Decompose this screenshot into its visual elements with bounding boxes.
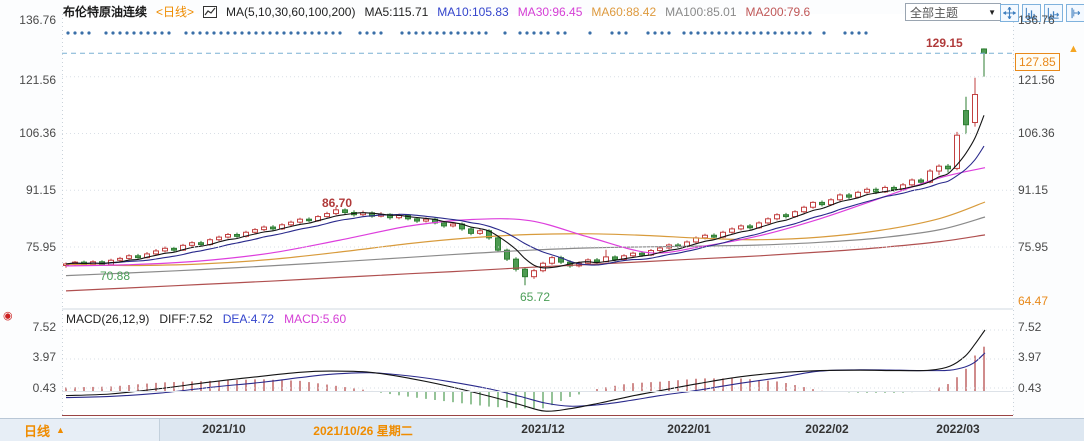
macd-axis-label-left: 7.52 xyxy=(32,320,56,334)
price-axis-label-left: 91.15 xyxy=(25,183,56,197)
ma-legend-item: MA10:105.83 xyxy=(437,4,509,19)
macd-legend: MACD(26,12,9) DIFF:7.52 DEA:4.72 MACD:5.60 xyxy=(66,312,346,326)
price-axis-label-right: 121.56 xyxy=(1018,73,1055,87)
symbol-title: 布伦特原油连续 xyxy=(63,5,148,19)
low-price-label-1: 70.88 xyxy=(100,269,131,283)
macd-legend-item: MACD(26,12,9) xyxy=(66,312,150,326)
ma-legend-item: MA100:85.01 xyxy=(665,4,737,19)
theme-selector-label: 全部主题 xyxy=(910,5,959,20)
ma-legend-item: MA200:79.6 xyxy=(745,4,811,19)
chart-shift-icon[interactable] xyxy=(1066,4,1084,22)
peak-price-label: 86.70 xyxy=(322,196,353,210)
price-axis-label-left: 75.95 xyxy=(25,240,56,254)
indicator-settings-icon[interactable]: ◉ xyxy=(3,310,13,322)
price-alert-triangle-icon: ▲ xyxy=(1068,43,1079,55)
price-axis-label-right: 75.95 xyxy=(1018,240,1049,254)
date-axis-label: 2022/03 xyxy=(936,422,980,436)
date-axis-label: 2022/01 xyxy=(667,422,711,436)
triangle-up-icon: ▲ xyxy=(56,425,65,435)
price-axis-label-right: 106.36 xyxy=(1018,126,1055,140)
date-axis-label: 2021/10/26 星期二 xyxy=(313,424,413,438)
last-price-tag: 127.85 xyxy=(1015,53,1060,71)
low-price-label-2: 65.72 xyxy=(520,290,551,304)
theme-selector-button[interactable]: 全部主题 ▼ xyxy=(905,3,1001,21)
ma-legend-item: MA30:96.45 xyxy=(517,4,583,19)
macd-axis-label-right: 7.52 xyxy=(1018,320,1042,334)
ma-legend-item: MA60:88.42 xyxy=(591,4,657,19)
session-high-label: 129.15 xyxy=(926,36,963,50)
macd-axis-label-right: 0.43 xyxy=(1018,381,1042,395)
macd-legend-item: DEA:4.72 xyxy=(222,312,275,326)
macd-legend-item: MACD:5.60 xyxy=(284,312,347,326)
period-selector[interactable]: 日线 ▲ xyxy=(0,419,160,441)
date-axis-label: 2021/10 xyxy=(202,422,246,436)
price-axis-label-right: 136.76 xyxy=(1018,13,1055,27)
ma-legend-values: MA(5,10,30,60,100,200) MA5:115.71 MA10:105… xyxy=(226,5,810,19)
chart-compress-icon[interactable] xyxy=(1022,4,1041,22)
chevron-down-icon: ▼ xyxy=(988,7,996,17)
date-axis-bar: 日线 ▲ 2021/10 2021/10/26 星期二 2021/12 2022/01… xyxy=(0,418,1084,441)
chart-expand-icon[interactable] xyxy=(1044,4,1063,22)
date-axis-label: 2021/12 xyxy=(521,422,565,436)
macd-axis-label-left: 0.43 xyxy=(32,381,56,395)
macd-axis-label-left: 3.97 xyxy=(32,350,56,364)
price-axis-label-left: 136.76 xyxy=(19,13,56,27)
mini-chart-icon xyxy=(203,5,218,18)
chart-legend: 布伦特原油连续 <日线> MA(5,10,30,60,100,200) MA5:1… xyxy=(63,3,810,20)
date-axis-label: 2022/02 xyxy=(805,422,849,436)
ma-legend-item: MA5:115.71 xyxy=(364,4,429,19)
price-axis-label-right: 91.15 xyxy=(1018,183,1049,197)
macd-axis-label-right: 3.97 xyxy=(1018,350,1042,364)
ma-legend-item: MA(5,10,30,60,100,200) xyxy=(226,4,356,19)
period-tag[interactable]: <日线> xyxy=(156,5,195,19)
macd-legend-item: DIFF:7.52 xyxy=(159,312,213,326)
range-low-label: 64.47 xyxy=(1018,294,1049,308)
pan-move-icon[interactable] xyxy=(1000,4,1019,22)
period-selector-label: 日线 xyxy=(24,423,51,439)
price-axis-label-left: 106.36 xyxy=(19,126,56,140)
price-axis-label-left: 121.56 xyxy=(19,73,56,87)
chart-toolbar xyxy=(1000,4,1084,22)
